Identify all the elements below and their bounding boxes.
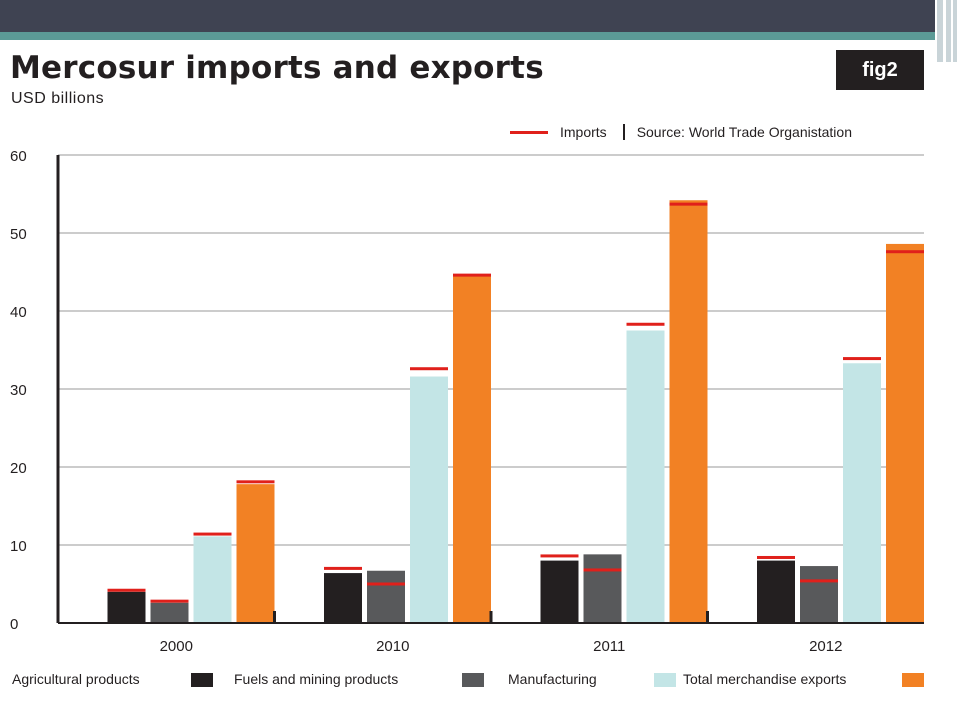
bar-agricultural-products <box>757 560 795 623</box>
imports-marker <box>367 582 405 586</box>
imports-marker <box>843 357 881 361</box>
axes <box>56 155 924 624</box>
imports-marker <box>669 202 708 206</box>
y-axis-ticks: 0 10 20 30 40 50 60 <box>10 148 27 633</box>
legend-label: Total merchandise exports <box>683 671 847 687</box>
decor-bar <box>946 0 951 62</box>
y-tick-label: 40 <box>10 304 27 321</box>
accent-line <box>0 32 935 40</box>
legend-swatch <box>191 673 213 687</box>
legend-label: Fuels and mining products <box>234 671 399 687</box>
bar-fuels-and-mining-products <box>367 570 405 623</box>
bar-agricultural-products <box>324 573 362 623</box>
imports-marker <box>886 250 924 254</box>
bars <box>107 200 924 624</box>
imports-marker <box>107 588 146 592</box>
y-tick-label: 20 <box>10 460 27 477</box>
legend-top: Imports Source: World Trade Organistatio… <box>510 124 852 140</box>
x-tick-label: 2010 <box>376 638 409 655</box>
x-axis-labels: 2000 2010 2011 2012 <box>160 638 843 655</box>
chart-title: Mercosur imports and exports <box>10 50 544 86</box>
imports-marker <box>193 532 232 536</box>
chart-subtitle: USD billions <box>11 90 105 107</box>
source-note: Source: World Trade Organistation <box>636 124 852 140</box>
figure-badge: fig2 <box>836 50 924 90</box>
x-tick-label: 2012 <box>809 638 842 655</box>
imports-marker <box>410 367 448 371</box>
bar-agricultural-products <box>540 560 579 623</box>
bar-fuels-and-mining-products <box>583 554 622 623</box>
bar-agricultural-products <box>107 591 146 623</box>
legend-swatch <box>902 673 924 687</box>
y-tick-label: 0 <box>10 616 18 633</box>
bar-manufacturing <box>626 330 665 623</box>
x-tick-label: 2000 <box>160 638 193 655</box>
bar-chart: 0 10 20 30 40 50 60 2000 2010 2011 2012 <box>10 148 924 655</box>
bar-manufacturing <box>193 536 232 623</box>
bar-manufacturing <box>410 376 448 623</box>
top-banner <box>0 0 935 32</box>
decor-bar <box>937 0 943 62</box>
imports-swatch <box>510 130 548 134</box>
imports-marker <box>757 555 795 559</box>
legend-swatch <box>462 673 484 687</box>
imports-marker <box>150 599 189 603</box>
imports-marker <box>583 568 622 572</box>
legend-label: Manufacturing <box>508 671 597 687</box>
bar-total-merchandise-exports <box>669 200 708 624</box>
legend-label: Agricultural products <box>12 671 140 687</box>
imports-marker <box>540 554 579 558</box>
imports-marker <box>236 480 275 484</box>
imports-marker <box>453 273 491 277</box>
decor-bar <box>953 0 957 62</box>
imports-legend-label: Imports <box>560 124 607 140</box>
bar-total-merchandise-exports <box>236 484 275 623</box>
y-tick-label: 10 <box>10 538 27 555</box>
y-tick-label: 60 <box>10 148 27 165</box>
bar-total-merchandise-exports <box>453 275 491 623</box>
imports-marker <box>324 566 362 570</box>
bar-fuels-and-mining-products <box>800 566 838 623</box>
imports-marker <box>800 579 838 583</box>
y-tick-label: 50 <box>10 226 27 243</box>
bar-total-merchandise-exports <box>886 243 924 624</box>
x-tick-label: 2011 <box>593 638 625 655</box>
bar-fuels-and-mining-products <box>150 602 189 623</box>
legend-separator <box>622 124 625 140</box>
legend-swatch <box>654 673 676 687</box>
bar-manufacturing <box>843 363 881 623</box>
y-tick-label: 30 <box>10 382 27 399</box>
imports-marker <box>626 322 665 326</box>
